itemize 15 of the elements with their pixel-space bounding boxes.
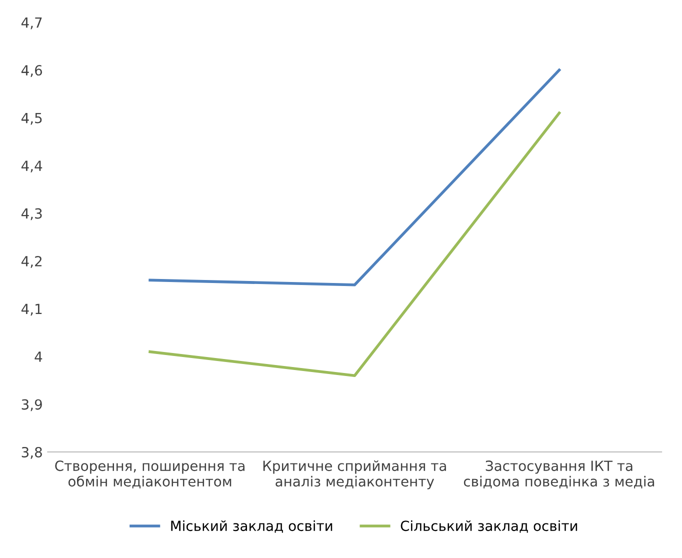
y-tick-label: 4,5	[21, 112, 42, 125]
y-tick-label: 4,2	[21, 256, 42, 268]
y-tick-label: 4,4	[21, 160, 42, 172]
legend-label: Міський заклад освіти	[171, 520, 332, 533]
y-tick-label: 4,6	[21, 65, 42, 77]
x-tick-label: Застосування ІКТ та свідома поведінка з медіа	[464, 460, 654, 488]
x-tick-label: Критичне сприймання та аналіз медіаконтенту	[263, 460, 446, 490]
y-tick-label: 3,9	[22, 399, 42, 412]
y-tick-label: 4,7	[21, 17, 42, 30]
legend-label: Сільський заклад освіти	[400, 520, 578, 533]
y-tick-label: 4,3	[21, 208, 42, 220]
y-tick-label: 3,8	[22, 446, 42, 459]
x-tick-label: Створення, поширення та обмін медіаконтентом	[55, 460, 244, 488]
y-tick-label: 4,1	[21, 304, 42, 316]
y-tick-label: 4	[34, 352, 42, 362]
